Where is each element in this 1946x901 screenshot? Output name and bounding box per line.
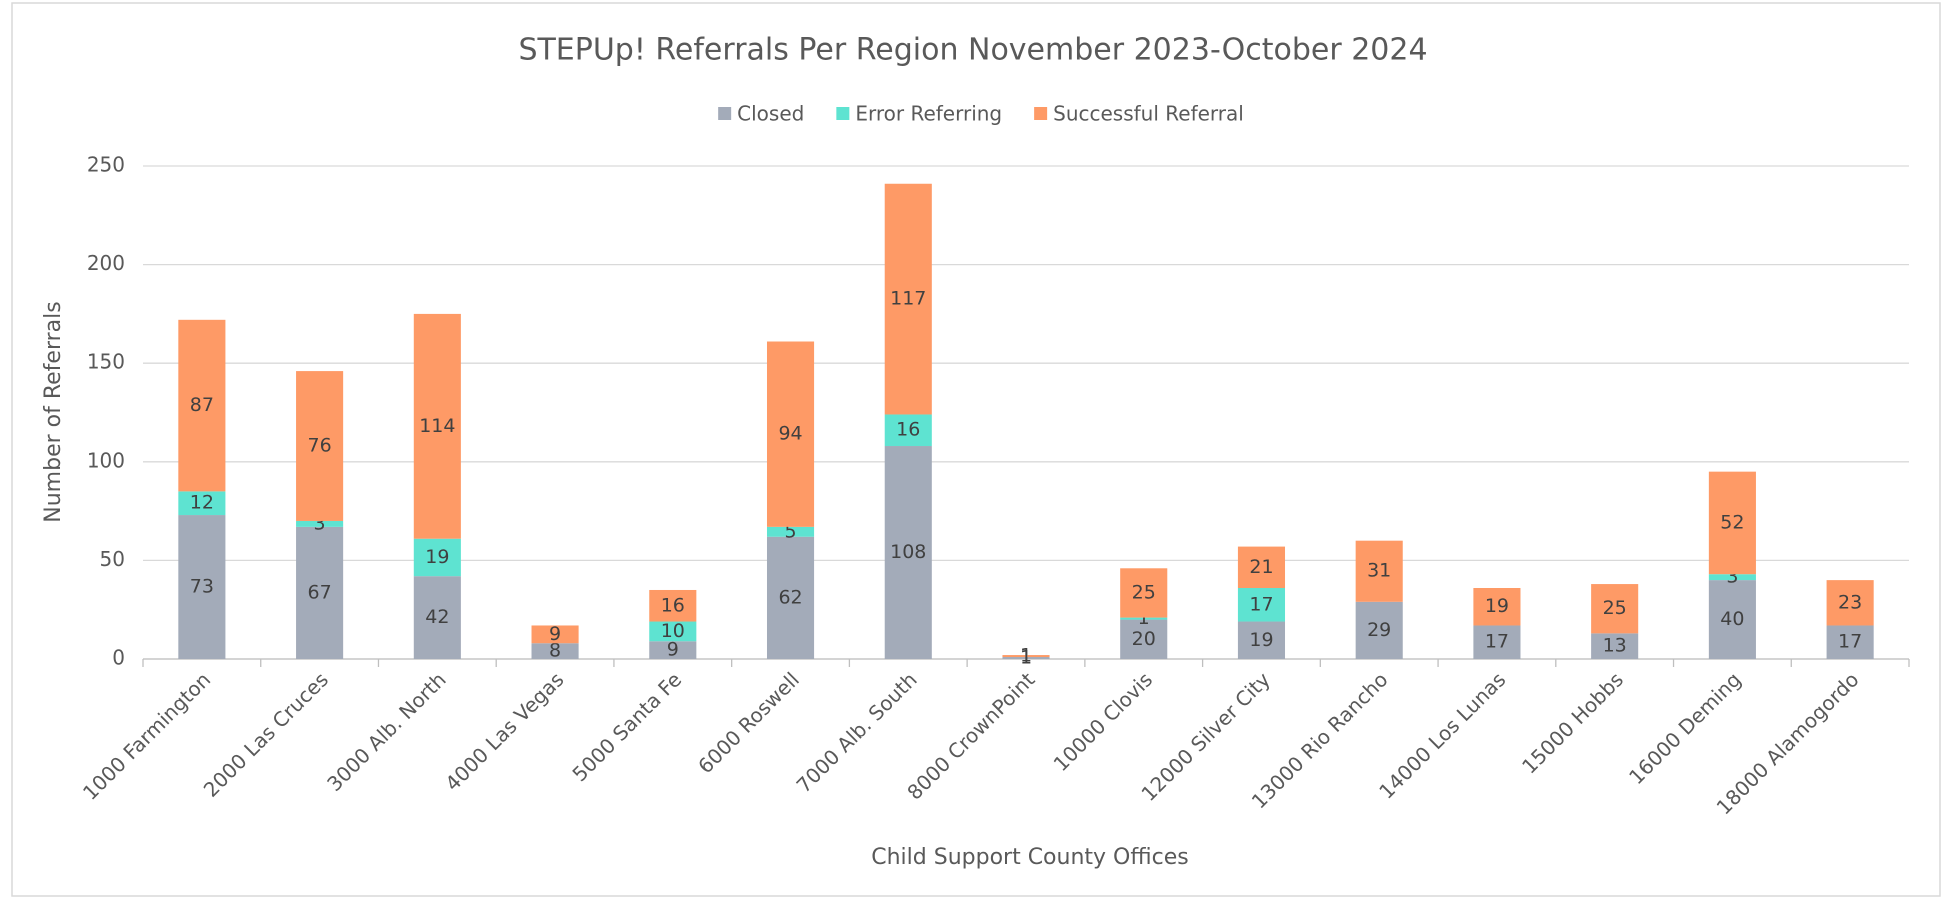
data-label: 16 — [661, 594, 685, 616]
data-label: 1 — [1020, 645, 1032, 667]
legend-label: Successful Referral — [1053, 102, 1244, 126]
data-label: 25 — [1603, 597, 1627, 619]
bar-segment — [884, 183, 932, 415]
data-label: 16 — [896, 419, 920, 441]
data-label: 25 — [1132, 581, 1156, 603]
bar-segment — [766, 536, 815, 659]
bar-segment — [1002, 655, 1050, 658]
y-axis-title: Number of Referrals — [41, 301, 66, 522]
bar-segment — [649, 621, 697, 642]
data-label: 73 — [190, 576, 214, 598]
bar-segment — [1120, 619, 1168, 659]
data-label: 62 — [778, 586, 802, 608]
data-label: 9 — [667, 639, 679, 661]
data-label: 1 — [1020, 647, 1032, 669]
y-tick-label: 200 — [87, 251, 125, 275]
bar-segment — [413, 576, 461, 659]
bar-segment — [1826, 625, 1874, 659]
bar-segment — [884, 446, 932, 659]
bar-segment — [413, 538, 461, 577]
legend: Closed Error Referring Successful Referral — [718, 102, 1244, 126]
bar-segment — [1708, 574, 1756, 581]
y-tick-label: 150 — [87, 350, 125, 374]
data-label: 19 — [425, 546, 449, 568]
data-label: 29 — [1367, 619, 1391, 641]
bar-segment — [296, 526, 344, 659]
data-label: 9 — [549, 623, 561, 645]
data-label: 10 — [661, 620, 685, 642]
bar-segment — [1120, 617, 1168, 620]
chart-title: STEPUp! Referrals Per Region November 20… — [518, 33, 1427, 68]
data-label: 108 — [890, 541, 926, 563]
bar-segment — [1591, 633, 1639, 659]
bar-segment — [1355, 540, 1403, 602]
bar-segment — [649, 641, 697, 659]
data-label: 12 — [190, 492, 214, 514]
data-label: 117 — [890, 288, 926, 310]
bar-segment — [1708, 471, 1756, 575]
bar-segment — [766, 341, 815, 527]
bar-segment — [1120, 568, 1168, 618]
data-label: 31 — [1367, 560, 1391, 582]
bar-segment — [766, 526, 815, 537]
data-label: 114 — [419, 415, 455, 437]
bar-segment — [178, 491, 226, 516]
bar-segment — [1237, 546, 1286, 589]
data-label: 20 — [1132, 628, 1156, 650]
data-label: 42 — [425, 606, 449, 628]
bar-segment — [296, 520, 344, 527]
y-tick-label: 250 — [87, 153, 125, 177]
data-label: 67 — [308, 581, 332, 603]
bar-segment — [1237, 621, 1286, 659]
y-tick-label: 50 — [100, 547, 125, 571]
bar-segment — [531, 643, 579, 659]
legend-label: Error Referring — [855, 102, 1002, 126]
data-label: 40 — [1720, 608, 1744, 630]
bar-segment — [413, 313, 461, 539]
legend-swatch — [718, 107, 732, 120]
data-label: 23 — [1838, 591, 1862, 613]
bar-segment — [884, 414, 932, 447]
bar-segment — [178, 319, 226, 492]
y-tick-label: 100 — [87, 448, 125, 472]
bar-segment — [1473, 588, 1521, 626]
bar-segment — [531, 625, 579, 644]
data-label: 8 — [549, 640, 561, 662]
data-label: 87 — [190, 394, 214, 416]
bar-segment — [178, 515, 226, 659]
bar-segment — [1708, 580, 1756, 659]
data-label: 19 — [1485, 595, 1509, 617]
bar-segment — [1355, 601, 1403, 659]
y-tick-label: 0 — [112, 646, 125, 670]
bar-segment — [1002, 657, 1050, 659]
bar-segment — [1826, 580, 1874, 626]
data-label: 21 — [1249, 556, 1273, 578]
data-label: 17 — [1838, 631, 1862, 653]
legend-swatch — [836, 107, 850, 120]
data-label: 94 — [778, 423, 802, 445]
data-label: 19 — [1249, 629, 1273, 651]
bar-segment — [1591, 584, 1639, 634]
bar-segment — [1237, 588, 1286, 622]
data-label: 52 — [1720, 511, 1744, 533]
data-label: 17 — [1249, 593, 1273, 615]
bar-segment — [649, 589, 697, 622]
legend-label: Closed — [737, 102, 804, 126]
x-axis-title: Child Support County Offices — [871, 845, 1188, 870]
bar-segment — [296, 371, 344, 521]
bar-segment — [1473, 625, 1521, 659]
data-label: 76 — [308, 435, 332, 457]
data-label: 13 — [1603, 635, 1627, 657]
legend-swatch — [1034, 107, 1048, 120]
data-label: 17 — [1485, 631, 1509, 653]
